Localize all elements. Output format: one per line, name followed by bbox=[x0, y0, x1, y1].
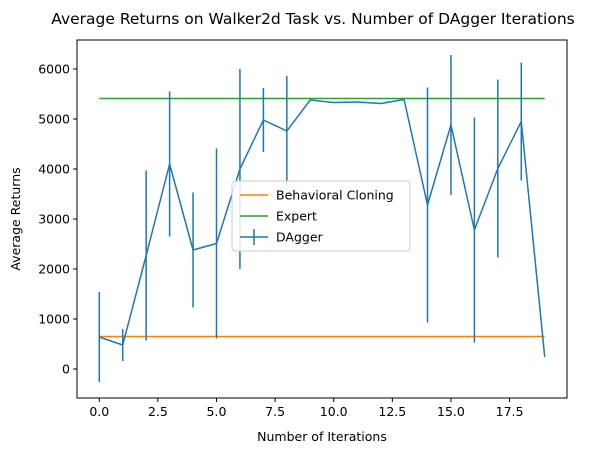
x-axis: 0.0 2.5 5.0 7.5 10.0 12.5 15.0 17.5 bbox=[89, 398, 523, 419]
x-tick-label: 10.0 bbox=[320, 404, 348, 419]
y-axis: 0 1000 2000 3000 4000 5000 6000 bbox=[38, 62, 77, 377]
x-tick-label: 2.5 bbox=[148, 404, 168, 419]
y-tick-label: 6000 bbox=[38, 62, 70, 77]
y-tick-label: 5000 bbox=[38, 112, 70, 127]
y-tick-label: 3000 bbox=[38, 212, 70, 227]
legend-label-expert: Expert bbox=[276, 209, 317, 224]
legend-frame bbox=[231, 180, 411, 252]
x-tick-label: 5.0 bbox=[207, 404, 227, 419]
x-axis-label: Number of Iterations bbox=[257, 429, 387, 444]
y-tick-label: 0 bbox=[62, 362, 70, 377]
y-tick-label: 4000 bbox=[38, 162, 70, 177]
x-tick-label: 0.0 bbox=[89, 404, 109, 419]
x-tick-label: 15.0 bbox=[437, 404, 465, 419]
y-tick-label: 2000 bbox=[38, 262, 70, 277]
x-tick-label: 7.5 bbox=[265, 404, 285, 419]
legend-label-behavioral-cloning: Behavioral Cloning bbox=[276, 188, 394, 203]
chart-title: Average Returns on Walker2d Task vs. Num… bbox=[51, 10, 575, 28]
y-axis-label: Average Returns bbox=[8, 167, 23, 270]
x-tick-label: 17.5 bbox=[496, 404, 524, 419]
y-tick-label: 1000 bbox=[38, 312, 70, 327]
x-tick-label: 12.5 bbox=[378, 404, 406, 419]
series-line-dagger bbox=[99, 98, 546, 358]
legend-label-dagger: DAgger bbox=[276, 230, 324, 245]
plot-area bbox=[98, 55, 546, 382]
legend: Behavioral Cloning Expert DAgger bbox=[231, 180, 411, 252]
